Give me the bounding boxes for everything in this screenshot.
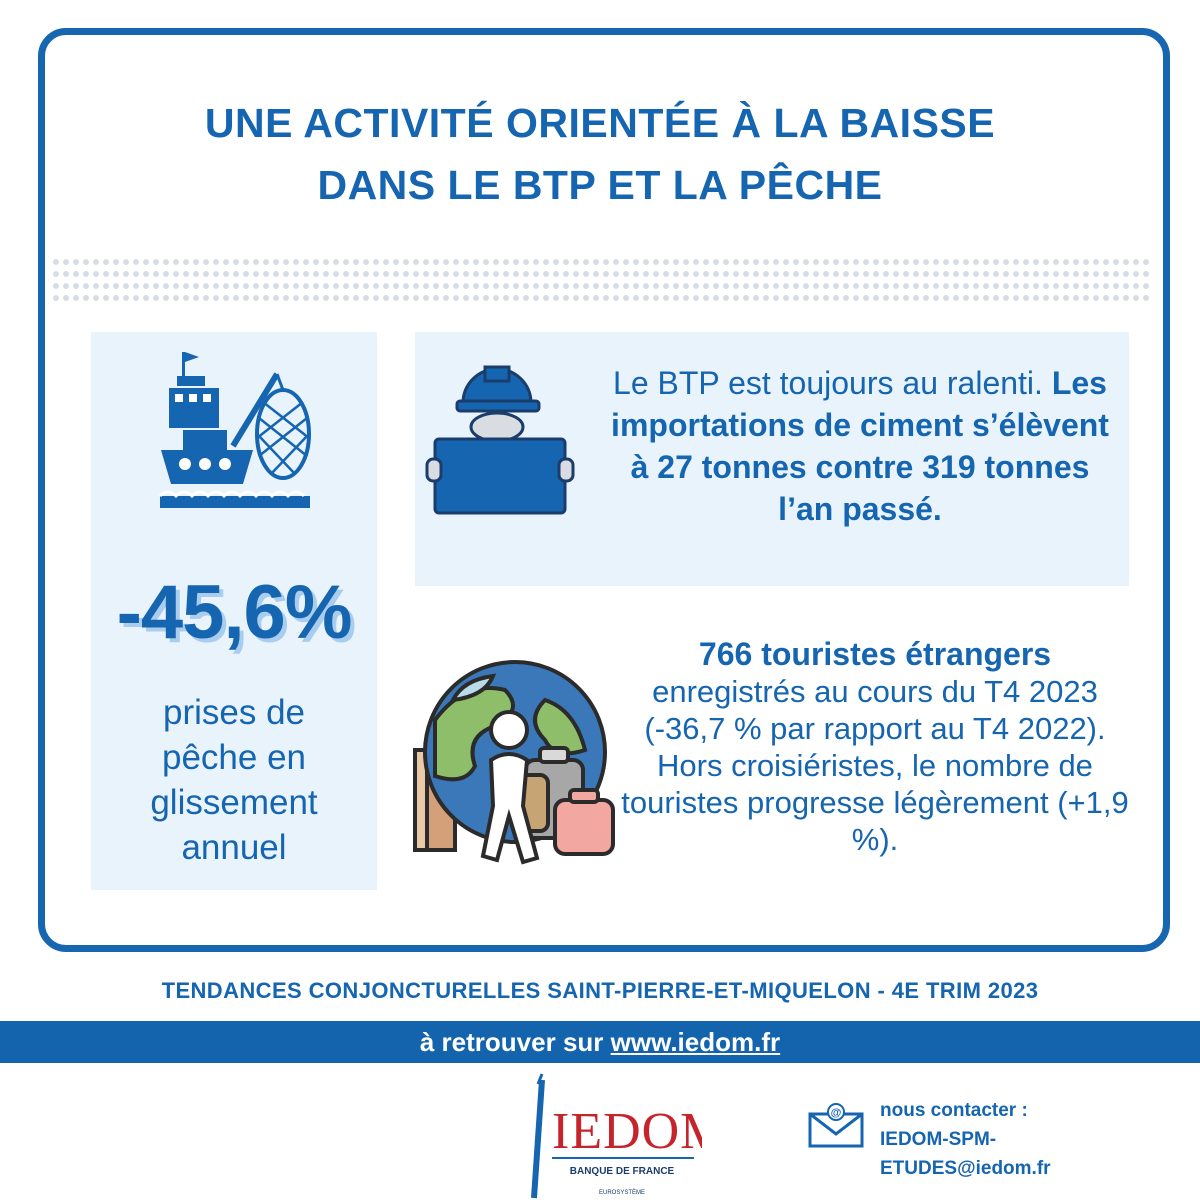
contact-email[interactable]: ETUDES@iedom.fr [880,1158,1051,1179]
contact-line-1: nous contacter : [880,1100,1028,1121]
title-line-2: DANS LE BTP ET LA PÊCHE [317,162,883,208]
email-icon: @ [808,1103,864,1148]
website-band: à retrouver sur www.iedom.fr [0,1021,1200,1063]
tourism-text: 766 touristes étrangers enregistrés au c… [620,636,1130,858]
website-link[interactable]: www.iedom.fr [610,1027,781,1057]
logo-sub-2: EUROSYSTÈME [599,1189,645,1196]
fishing-label: prises de pêche en glissement annuel [91,690,377,870]
fishing-label-line-2: pêche en [161,738,307,777]
dotted-divider [53,259,1149,301]
page-title: UNE ACTIVITÉ ORIENTÉE À LA BAISSE DANS L… [0,92,1200,216]
contact-block: nous contacter : IEDOM-SPM- ETUDES@iedom… [880,1096,1120,1183]
tourism-text-bold: 766 touristes étrangers [698,636,1052,672]
fishing-label-line-3: glissement [150,783,318,822]
title-line-1: UNE ACTIVITÉ ORIENTÉE À LA BAISSE [204,100,996,146]
footer-title: TENDANCES CONJONCTURELLES SAINT-PIERRE-E… [161,978,1039,1003]
fishing-value: -45,6% [116,570,353,655]
globe-traveler-icon [413,660,615,865]
tourism-text-regular-2: Hors croisiéristes, le nombre de tourist… [621,748,1129,857]
contact-line-2: IEDOM-SPM- [880,1129,997,1150]
band-text: à retrouver sur [419,1027,611,1057]
fishing-boat-icon [158,352,311,508]
construction-worker-icon [425,365,575,515]
btp-text-regular: Le BTP est toujours au ralenti. [613,365,1052,401]
iedom-logo: IEDOM BANQUE DE FRANCE EUROSYSTÈME [531,1073,702,1199]
logo-text: IEDOM [552,1103,702,1160]
btp-text: Le BTP est toujours au ralenti. Les impo… [610,362,1110,530]
svg-text:@: @ [831,1107,842,1119]
logo-sub: BANQUE DE FRANCE [570,1166,675,1177]
fishing-label-line-4: annuel [181,828,287,867]
tourism-text-regular-1: enregistrés au cours du T4 2023 (-36,7 %… [644,674,1106,746]
fishing-label-line-1: prises de [162,693,306,732]
fishing-panel [91,332,377,890]
btp-text-bold: Les importations de ciment s’élèvent à 2… [611,365,1109,527]
